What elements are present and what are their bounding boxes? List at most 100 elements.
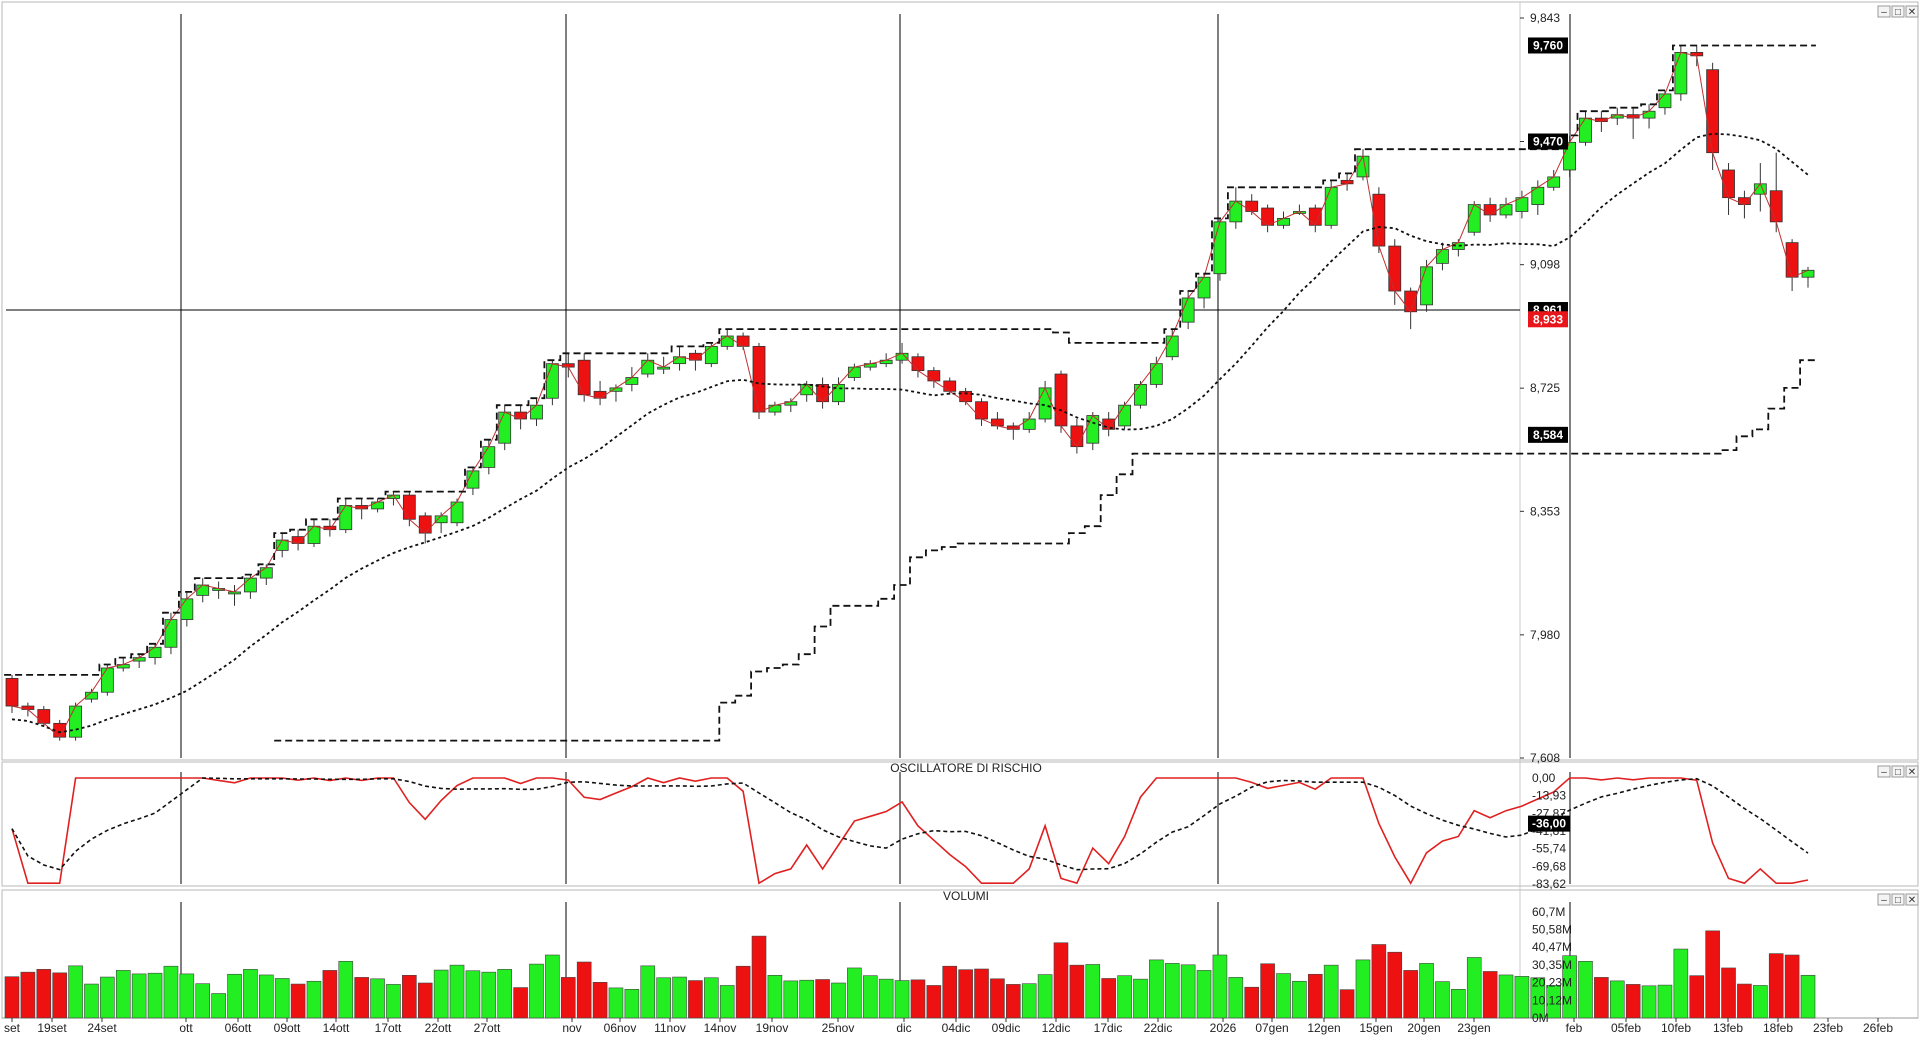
oscillator-title: OSCILLATORE DI RISCHIO xyxy=(890,761,1042,775)
volume-bar xyxy=(831,982,846,1019)
volume-bar xyxy=(1657,984,1673,1019)
candle-body xyxy=(1022,418,1036,430)
candle-body xyxy=(1213,221,1227,275)
volume-bar xyxy=(290,983,306,1019)
volume-y-tick-label: 10,12M xyxy=(1532,993,1572,1007)
volume-bar xyxy=(1753,985,1768,1019)
candle-body xyxy=(482,446,496,468)
volume-bar xyxy=(1292,980,1307,1019)
volume-bar xyxy=(1276,973,1291,1019)
candle-body xyxy=(895,352,909,361)
close-line xyxy=(11,51,1809,738)
candle-body xyxy=(53,722,67,738)
x-tick-label: feb xyxy=(1566,1021,1583,1035)
x-tick-label: 12gen xyxy=(1307,1021,1340,1035)
oscillator-y-tick-label: -83,62 xyxy=(1532,877,1566,891)
volume-bar xyxy=(545,954,560,1019)
candle-body xyxy=(975,401,988,420)
volume-bar xyxy=(1737,983,1752,1019)
candle-body xyxy=(1118,404,1131,427)
volume-bar xyxy=(624,988,640,1019)
volume-bar xyxy=(243,969,258,1019)
x-tick-label: 19nov xyxy=(756,1021,789,1035)
close-icon-glyph: ✕ xyxy=(1908,7,1916,18)
candle-body xyxy=(69,705,82,738)
volume-bar xyxy=(195,983,211,1019)
volume-bar xyxy=(131,973,147,1019)
volume-bar xyxy=(815,979,830,1019)
candle-body xyxy=(911,356,925,371)
volume-bar xyxy=(1800,974,1816,1019)
x-tick-label: 04dic xyxy=(942,1021,971,1035)
lower-channel-line xyxy=(274,359,1816,742)
minimize-icon[interactable] xyxy=(1877,5,1891,18)
oscillator-panel-frame xyxy=(1,761,1919,887)
volume-bar xyxy=(608,987,624,1019)
candle-body xyxy=(275,539,289,551)
x-tick-label: 13feb xyxy=(1713,1021,1743,1035)
candle-body xyxy=(196,584,210,596)
volume-bar xyxy=(1180,964,1196,1019)
maximize-icon[interactable] xyxy=(1891,893,1905,906)
x-tick-label: 23gen xyxy=(1457,1021,1490,1035)
minimize-icon[interactable] xyxy=(1877,765,1891,778)
volume-bar xyxy=(433,969,449,1019)
oscillator-line xyxy=(11,777,1809,885)
volume-bar xyxy=(1085,964,1101,1019)
candle-body xyxy=(1579,117,1592,143)
close-icon[interactable] xyxy=(1905,893,1919,906)
oscillator-y-tick-label: -69,68 xyxy=(1532,859,1566,873)
candle-body xyxy=(1388,245,1402,292)
candle-body xyxy=(530,404,543,420)
volume-bar xyxy=(1371,944,1387,1019)
candle-body xyxy=(704,345,718,365)
volume-bar xyxy=(990,978,1005,1019)
candle-body xyxy=(943,380,957,392)
close-icon[interactable] xyxy=(1905,5,1919,18)
volume-bar xyxy=(958,969,973,1019)
candle-body xyxy=(5,677,19,707)
maximize-icon[interactable] xyxy=(1891,5,1905,18)
close-icon[interactable] xyxy=(1905,765,1919,778)
candle-body xyxy=(418,515,432,534)
price-y-tick-label: 9,843 xyxy=(1530,11,1560,25)
volume-bar xyxy=(163,965,179,1019)
x-tick-label: 15gen xyxy=(1359,1021,1392,1035)
volume-bar xyxy=(672,976,687,1019)
x-tick-label: 06nov xyxy=(604,1021,637,1035)
maximize-icon[interactable] xyxy=(1891,765,1905,778)
volume-bar xyxy=(1307,973,1323,1019)
price-y-tick-label: 9,098 xyxy=(1530,258,1560,272)
volume-bar xyxy=(894,980,910,1019)
price-y-tick-label: 7,608 xyxy=(1530,751,1560,765)
price-badge xyxy=(1528,133,1568,150)
volume-bar xyxy=(513,987,528,1019)
volume-bar xyxy=(322,970,338,1019)
volume-bar xyxy=(1323,964,1339,1019)
volume-bar xyxy=(735,965,751,1019)
candle-body xyxy=(1436,249,1449,264)
volume-bar xyxy=(688,980,703,1019)
oscillator-badge-label: -36,00 xyxy=(1532,817,1566,831)
minimize-icon[interactable] xyxy=(1877,893,1891,906)
x-tick-label: 23feb xyxy=(1813,1021,1843,1035)
volume-bar xyxy=(847,967,862,1019)
candle-body xyxy=(244,577,257,593)
volume-bar xyxy=(1641,985,1657,1019)
volume-bar xyxy=(1403,970,1418,1019)
price-badge xyxy=(1528,426,1568,443)
maximize-icon-glyph: □ xyxy=(1895,767,1901,778)
volume-bar xyxy=(338,960,354,1019)
volume-bar xyxy=(227,973,242,1019)
candle-body xyxy=(339,505,353,531)
candle-body xyxy=(545,363,559,399)
volume-bar xyxy=(36,969,52,1019)
volume-bar xyxy=(1196,970,1212,1019)
candle-body xyxy=(1722,169,1735,199)
candle-body xyxy=(720,335,734,347)
x-tick-label: 20gen xyxy=(1407,1021,1440,1035)
volume-bar xyxy=(1451,988,1466,1019)
candle-body xyxy=(1308,207,1322,226)
volume-bar xyxy=(1117,975,1132,1019)
candle-body xyxy=(498,411,512,444)
